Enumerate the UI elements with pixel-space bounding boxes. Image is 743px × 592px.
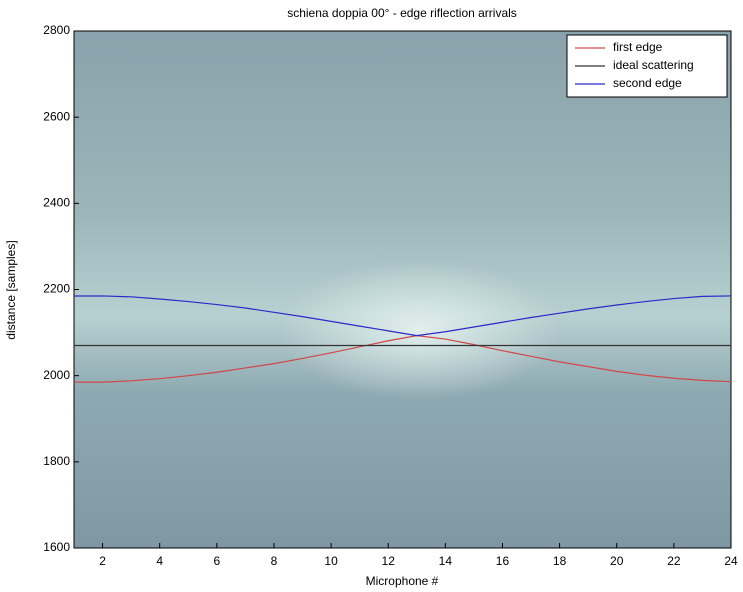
y-tick-label: 2400: [43, 196, 70, 210]
x-tick-label: 2: [99, 554, 106, 568]
x-tick-label: 18: [553, 554, 567, 568]
plot-highlight: [280, 260, 560, 400]
x-tick-label: 6: [213, 554, 220, 568]
y-tick-label: 2600: [43, 109, 70, 123]
series-line: [74, 295, 732, 337]
x-tick-label: 14: [439, 554, 453, 568]
y-tick-label: 2000: [43, 368, 70, 382]
series-line: [74, 334, 732, 383]
legend-label: first edge: [613, 40, 663, 54]
legend-label: second edge: [613, 76, 682, 90]
x-axis-label: Microphone #: [366, 574, 439, 588]
x-tick-label: 10: [324, 554, 338, 568]
y-tick-label: 1600: [43, 540, 70, 554]
y-tick-label: 2200: [43, 282, 70, 296]
chart-title: schiena doppia 00° - edge riflection arr…: [287, 6, 517, 20]
x-tick-label: 8: [271, 554, 278, 568]
x-tick-label: 24: [724, 554, 738, 568]
y-tick-label: 2800: [43, 23, 70, 37]
x-tick-label: 4: [156, 554, 163, 568]
x-tick-label: 16: [496, 554, 510, 568]
x-tick-label: 20: [610, 554, 624, 568]
x-tick-label: 12: [382, 554, 396, 568]
y-tick-label: 1800: [43, 454, 70, 468]
x-tick-label: 22: [667, 554, 681, 568]
y-axis-label: distance [samples]: [4, 240, 18, 339]
legend-label: ideal scattering: [613, 58, 694, 72]
